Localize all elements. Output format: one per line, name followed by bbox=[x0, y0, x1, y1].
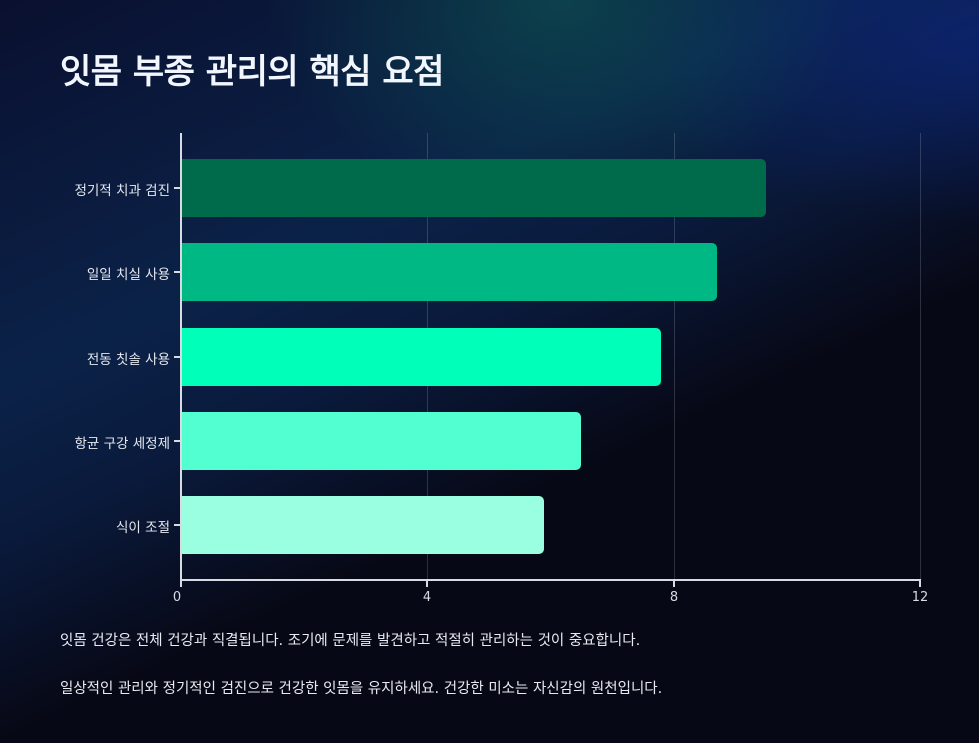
bar[interactable] bbox=[182, 159, 766, 217]
gridline bbox=[920, 133, 921, 580]
caption-line-1: 잇몸 건강은 전체 건강과 직결됩니다. 조기에 문제를 발견하고 적절히 관리… bbox=[60, 633, 641, 649]
x-axis-line bbox=[180, 579, 921, 581]
gridline bbox=[674, 133, 675, 580]
chart-title: 잇몸 부종 관리의 핵심 요점 bbox=[60, 52, 444, 92]
x-tick-label: 12 bbox=[911, 590, 929, 605]
x-tick bbox=[673, 580, 675, 587]
x-tick-label: 0 bbox=[172, 590, 182, 605]
y-tick-label: 전동 칫솔 사용 bbox=[86, 352, 170, 368]
y-tick bbox=[174, 524, 180, 526]
x-tick bbox=[919, 580, 921, 587]
y-tick-label: 정기적 치과 검진 bbox=[74, 183, 170, 199]
bar[interactable] bbox=[182, 328, 661, 386]
y-tick-label: 항균 구강 세정제 bbox=[74, 436, 170, 452]
bar[interactable] bbox=[182, 243, 717, 301]
caption-line-2: 일상적인 관리와 정기적인 검진으로 건강한 잇몸을 유지하세요. 건강한 미소… bbox=[60, 681, 663, 697]
bar[interactable] bbox=[182, 496, 544, 554]
y-tick bbox=[174, 271, 180, 273]
y-axis-line bbox=[180, 133, 182, 581]
x-tick bbox=[180, 580, 182, 587]
x-tick-label: 4 bbox=[422, 590, 432, 605]
y-tick bbox=[174, 356, 180, 358]
x-tick bbox=[426, 580, 428, 587]
bar[interactable] bbox=[182, 412, 581, 470]
y-tick bbox=[174, 187, 180, 189]
y-tick bbox=[174, 440, 180, 442]
y-tick-label: 식이 조절 bbox=[116, 520, 170, 536]
x-tick-label: 8 bbox=[669, 590, 679, 605]
y-tick-label: 일일 치실 사용 bbox=[86, 267, 170, 283]
